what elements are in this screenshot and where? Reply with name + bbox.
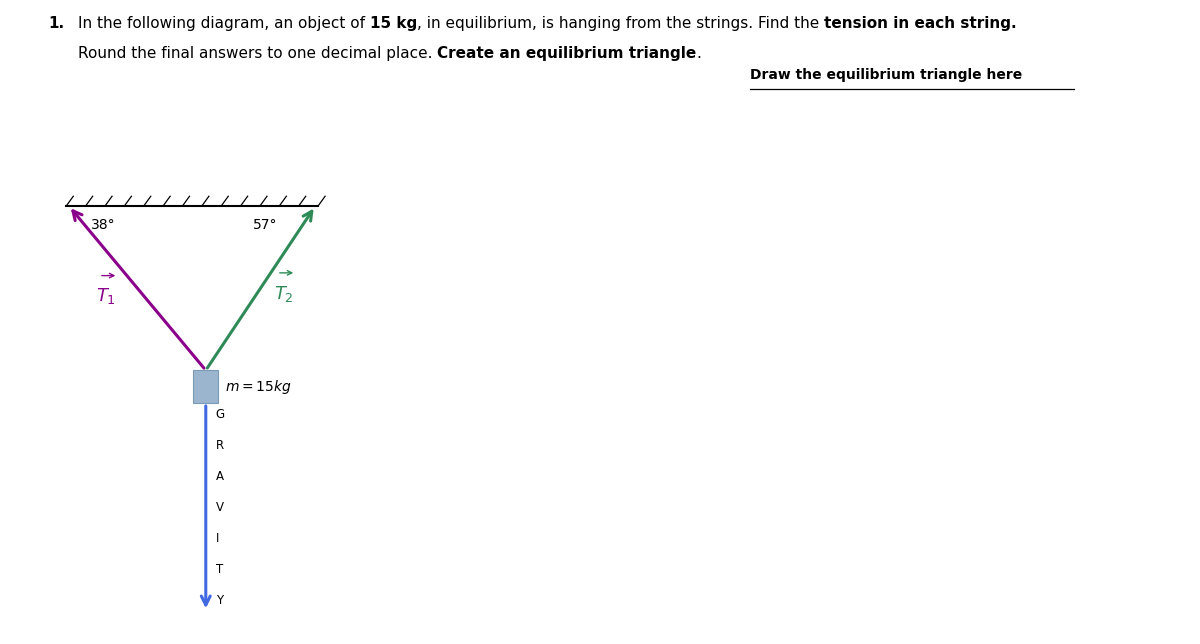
Text: R: R [216, 439, 223, 451]
Text: Round the final answers to one decimal place.: Round the final answers to one decimal p… [78, 46, 437, 61]
Text: In the following diagram, an object of: In the following diagram, an object of [78, 16, 370, 31]
Text: $m = 15kg$: $m = 15kg$ [224, 378, 292, 395]
Text: 15 kg: 15 kg [370, 16, 418, 31]
Text: , in equilibrium, is hanging from the strings. Find the: , in equilibrium, is hanging from the st… [418, 16, 824, 31]
Text: A: A [216, 469, 223, 482]
Text: I: I [216, 532, 220, 545]
Text: $T_2$: $T_2$ [275, 283, 294, 304]
Text: 1.: 1. [48, 16, 64, 31]
Text: G: G [216, 408, 224, 421]
Text: 38°: 38° [91, 218, 115, 232]
Text: T: T [216, 563, 223, 576]
Text: Draw the equilibrium triangle here: Draw the equilibrium triangle here [750, 68, 1022, 82]
Text: $T_1$: $T_1$ [96, 287, 116, 307]
Text: Y: Y [216, 594, 223, 607]
Text: 57°: 57° [252, 218, 277, 232]
Bar [193, 370, 218, 403]
Text: V: V [216, 500, 223, 514]
Text: Create an equilibrium triangle: Create an equilibrium triangle [437, 46, 697, 61]
Text: .: . [697, 46, 702, 61]
Text: tension in each string.: tension in each string. [824, 16, 1016, 31]
